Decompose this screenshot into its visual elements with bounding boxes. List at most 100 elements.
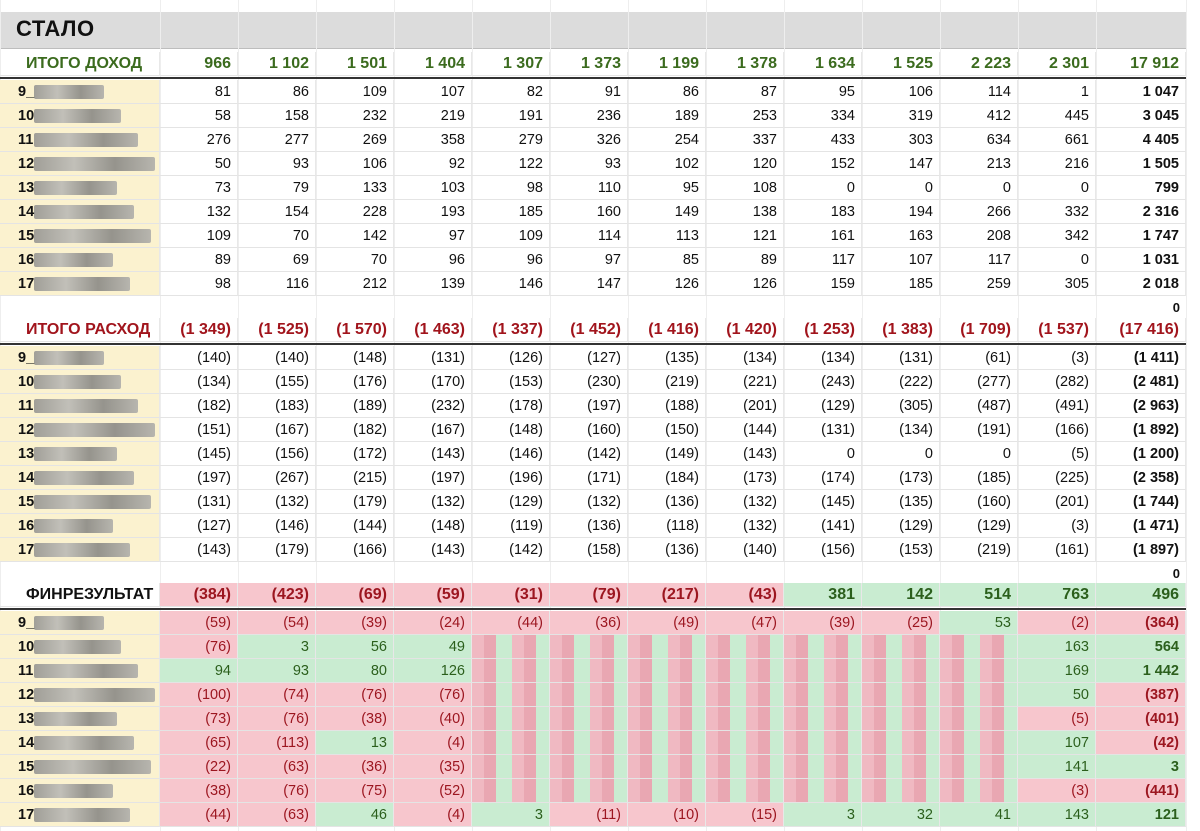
row-number: 14 (18, 470, 35, 486)
value-cell: (219) (940, 538, 1018, 562)
value-cell (472, 659, 550, 683)
value-cell: (148) (472, 418, 550, 442)
value-cell: 50 (1018, 683, 1096, 707)
value-cell: (243) (784, 370, 862, 394)
value-cell: (189) (316, 394, 394, 418)
value-cell: 107 (394, 80, 472, 104)
value-cell: (161) (1018, 538, 1096, 562)
expense-total-cell: (1 709) (940, 318, 1018, 342)
value-cell: (167) (394, 418, 472, 442)
value-cell: 95 (628, 176, 706, 200)
value-cell: 141 (1018, 755, 1096, 779)
value-cell: 109 (472, 224, 550, 248)
expense-total-cell: (17 416) (1096, 318, 1186, 342)
row-label: 10 (0, 370, 160, 394)
value-cell: (135) (862, 490, 940, 514)
value-cell: (134) (784, 346, 862, 370)
redacted-name (34, 543, 130, 557)
value-cell: (25) (862, 611, 940, 635)
value-cell: (145) (160, 442, 238, 466)
result-total-cell: 514 (940, 583, 1018, 607)
income-total-cell: 966 (160, 52, 238, 76)
result-total-cell: (31) (472, 583, 550, 607)
value-cell: (197) (394, 466, 472, 490)
value-cell: 337 (706, 128, 784, 152)
value-cell: (143) (706, 442, 784, 466)
value-cell (706, 635, 784, 659)
value-cell (784, 659, 862, 683)
value-cell (472, 683, 550, 707)
value-cell: 97 (550, 248, 628, 272)
value-cell: (35) (394, 755, 472, 779)
value-cell: 0 (862, 176, 940, 200)
value-cell: (113) (238, 731, 316, 755)
redacted-name (34, 157, 155, 171)
result-total-cell: (69) (316, 583, 394, 607)
income-separator (0, 77, 1186, 79)
value-cell: (118) (628, 514, 706, 538)
value-cell: (182) (316, 418, 394, 442)
value-cell: (2 358) (1096, 466, 1186, 490)
value-cell: 94 (160, 659, 238, 683)
value-cell: 445 (1018, 104, 1096, 128)
income-total-cell: 17 912 (1096, 52, 1186, 76)
redacted-name (34, 808, 130, 822)
row-label: 16 (0, 514, 160, 538)
value-cell: (36) (316, 755, 394, 779)
value-cell: (49) (628, 611, 706, 635)
row-number: 16 (18, 783, 35, 799)
expense-total-cell: (1 416) (628, 318, 706, 342)
value-cell: 0 (1018, 176, 1096, 200)
value-cell: 185 (862, 272, 940, 296)
row-number: 12 (18, 156, 35, 172)
value-cell: (38) (160, 779, 238, 803)
value-cell: (132) (238, 490, 316, 514)
row-label: 13 (0, 442, 160, 466)
value-cell (472, 779, 550, 803)
result-separator (0, 608, 1186, 610)
result-total-cell: (59) (394, 583, 472, 607)
value-cell: 1 047 (1096, 80, 1186, 104)
value-cell: (141) (784, 514, 862, 538)
redacted-name (34, 712, 117, 726)
row-number: 15 (18, 494, 35, 510)
value-cell: 53 (940, 611, 1018, 635)
value-cell: 303 (862, 128, 940, 152)
redacted-name (34, 784, 113, 798)
value-cell: (132) (394, 490, 472, 514)
value-cell: 114 (940, 80, 1018, 104)
value-cell: 1 031 (1096, 248, 1186, 272)
value-cell: (76) (238, 707, 316, 731)
redacted-name (34, 85, 104, 99)
redacted-name (34, 277, 130, 291)
value-cell (862, 683, 940, 707)
redacted-name (34, 253, 113, 267)
grid-line (706, 0, 707, 831)
row-label: 11 (0, 394, 160, 418)
value-cell: 126 (628, 272, 706, 296)
value-cell: 160 (550, 200, 628, 224)
value-cell: (145) (784, 490, 862, 514)
value-cell: 266 (940, 200, 1018, 224)
value-cell: 93 (238, 659, 316, 683)
value-cell: (10) (628, 803, 706, 827)
value-cell: (215) (316, 466, 394, 490)
value-cell: (3) (1018, 779, 1096, 803)
value-cell: (179) (316, 490, 394, 514)
result-total-cell: (423) (238, 583, 316, 607)
value-cell (784, 635, 862, 659)
value-cell: 117 (940, 248, 1018, 272)
value-cell: (178) (472, 394, 550, 418)
value-cell: 93 (238, 152, 316, 176)
value-cell: (136) (628, 490, 706, 514)
value-cell: (44) (472, 611, 550, 635)
value-cell: 154 (238, 200, 316, 224)
value-cell: (59) (160, 611, 238, 635)
value-cell: (1 471) (1096, 514, 1186, 538)
value-cell: 13 (316, 731, 394, 755)
income-total-cell: 1 307 (472, 52, 550, 76)
redacted-name (34, 399, 138, 413)
value-cell: 121 (706, 224, 784, 248)
value-cell: (38) (316, 707, 394, 731)
row-label: 15 (0, 490, 160, 514)
